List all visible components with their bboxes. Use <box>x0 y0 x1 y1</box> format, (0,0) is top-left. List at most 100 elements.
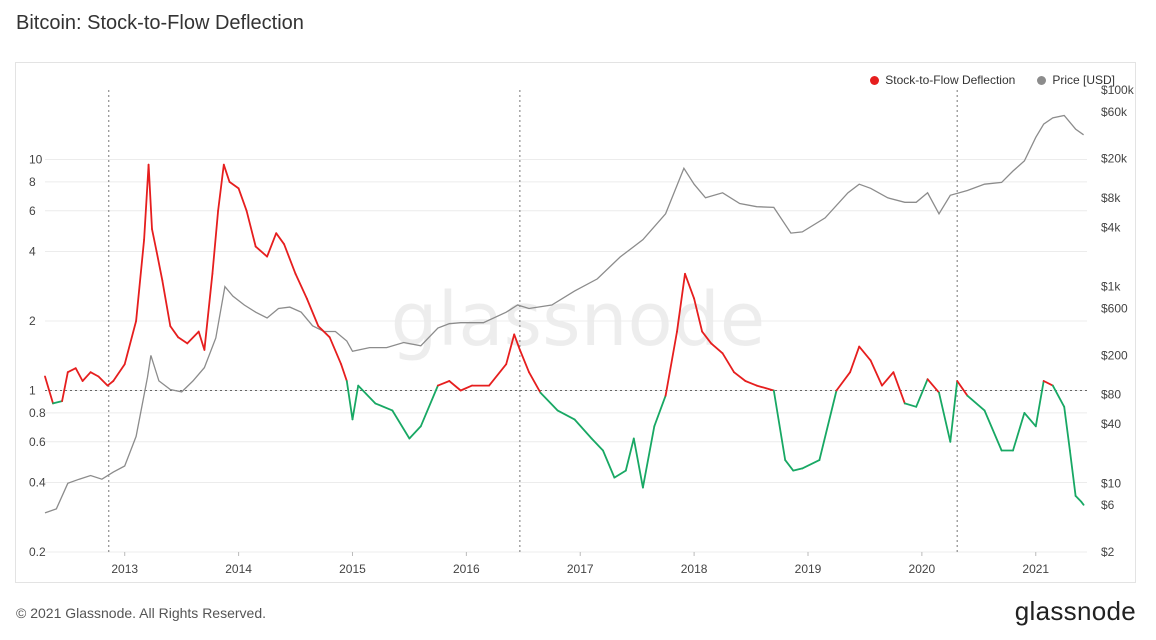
price-line <box>44 114 1084 514</box>
page-title: Bitcoin: Stock-to-Flow Deflection <box>16 12 304 34</box>
x-tick-8: 2021 <box>1022 562 1049 576</box>
deflection-segment-86 <box>926 378 940 394</box>
deflection-segment-46 <box>459 384 473 392</box>
deflection-segment-77 <box>818 389 838 462</box>
deflection-segment-75 <box>792 467 804 472</box>
deflection-segment-87 <box>938 391 952 443</box>
deflection-segment-72 <box>755 384 775 392</box>
deflection-segment-88 <box>949 380 959 443</box>
x-tick-7: 2020 <box>909 562 936 576</box>
deflection-segment-56 <box>590 437 604 452</box>
y-right-tick-7: $200 <box>1101 348 1128 362</box>
deflection-segment-58 <box>613 469 627 479</box>
deflection-segment-45 <box>448 380 462 392</box>
deflection-segment-83 <box>892 371 906 405</box>
deflection-segment-31 <box>283 243 297 275</box>
deflection-segment-57 <box>602 449 616 479</box>
deflection-segment-85 <box>915 378 929 408</box>
deflection-segment-9 <box>112 363 126 382</box>
deflection-segment-51 <box>519 348 530 374</box>
copyright-text: © 2021 Glassnode. All Rights Reserved. <box>16 605 267 621</box>
x-tick-3: 2016 <box>453 562 480 576</box>
deflection-segment-30 <box>275 232 286 246</box>
deflection-segment-81 <box>869 359 883 387</box>
deflection-segment-84 <box>903 402 918 408</box>
y-left-tick-7: 0.6 <box>29 435 46 449</box>
deflection-segment-59 <box>624 437 635 472</box>
y-right-tick-2: $20k <box>1101 152 1128 166</box>
deflection-segment-43 <box>419 384 439 428</box>
y-right-tick-1: $60k <box>1101 105 1128 119</box>
watermark-text: glassnode <box>391 277 766 363</box>
deflection-segment-21 <box>203 272 214 351</box>
x-tick-6: 2019 <box>795 562 822 576</box>
deflection-segment-37 <box>345 380 354 421</box>
deflection-segment-90 <box>966 394 986 412</box>
deflection-segment-94 <box>1023 411 1037 428</box>
chart-legend: Stock-to-Flow Deflection Price [USD] <box>870 73 1115 87</box>
deflection-segment-4 <box>74 367 84 382</box>
deflection-segment-36 <box>340 363 348 382</box>
deflection-segment-63 <box>664 330 678 397</box>
deflection-segment-13 <box>147 163 153 231</box>
y-left-tick-9: 0.2 <box>29 545 46 559</box>
deflection-segment-70 <box>733 371 747 382</box>
deflection-segment-6 <box>89 371 100 378</box>
deflection-segment-16 <box>161 279 172 328</box>
deflection-segment-66 <box>693 297 703 333</box>
x-tick-2: 2015 <box>339 562 366 576</box>
legend-dot-price <box>1037 75 1047 85</box>
legend-item-price[interactable]: Price [USD] <box>1037 73 1115 87</box>
deflection-segment-67 <box>701 330 713 345</box>
deflection-segment-11 <box>135 238 146 322</box>
deflection-segment-61 <box>642 425 656 489</box>
y-right-tick-11: $6 <box>1101 498 1115 512</box>
deflection-segment-95 <box>1034 380 1045 428</box>
deflection-segment-35 <box>328 336 343 366</box>
deflection-segment-48 <box>488 363 508 387</box>
deflection-segment-38 <box>351 384 360 421</box>
deflection-segment-74 <box>784 459 795 472</box>
deflection-segment-89 <box>956 380 969 397</box>
deflection-segment-76 <box>801 459 821 470</box>
brand-logo: glassnode <box>1014 596 1136 626</box>
deflection-segment-50 <box>513 333 521 351</box>
deflection-segment-71 <box>744 380 758 387</box>
deflection-segment-96 <box>1042 380 1054 387</box>
deflection-segment-54 <box>556 409 576 421</box>
deflection-segment-101 <box>1080 500 1085 506</box>
y-right-tick-8: $80 <box>1101 387 1121 401</box>
y-right-tick-12: $2 <box>1101 545 1115 559</box>
deflection-segment-0 <box>44 375 54 405</box>
deflection-segment-93 <box>1012 411 1026 452</box>
deflection-segment-82 <box>881 371 895 387</box>
x-tick-1: 2014 <box>225 562 252 576</box>
legend-label-price: Price [USD] <box>1052 73 1115 87</box>
legend-dot-deflection <box>870 75 880 85</box>
deflection-segment-98 <box>1063 405 1071 452</box>
deflection-segment-15 <box>155 250 164 282</box>
deflection-segment-44 <box>436 380 451 387</box>
legend-item-deflection[interactable]: Stock-to-Flow Deflection <box>870 73 1015 87</box>
deflection-segment-79 <box>849 345 861 374</box>
y-right-tick-9: $40 <box>1101 417 1121 431</box>
y-left-tick-6: 0.8 <box>29 406 46 420</box>
y-left-tick-4: 2 <box>29 314 36 328</box>
deflection-segment-28 <box>254 245 269 258</box>
deflection-segment-78 <box>835 371 851 392</box>
deflection-segment-26 <box>237 187 248 212</box>
deflection-segment-80 <box>858 345 872 362</box>
deflection-segment-65 <box>684 272 695 300</box>
deflection-segment-25 <box>228 180 240 190</box>
deflection-segment-22 <box>211 209 220 275</box>
y-right-tick-3: $8k <box>1101 191 1121 205</box>
y-right-tick-5: $1k <box>1101 280 1121 294</box>
deflection-segment-3 <box>66 367 77 374</box>
deflection-segment-34 <box>317 325 331 339</box>
deflection-segment-18 <box>177 336 189 345</box>
chart-panel: Stock-to-Flow Deflection Price [USD] <box>15 62 1136 583</box>
deflection-segment-69 <box>721 352 735 374</box>
deflection-segment-97 <box>1051 384 1066 408</box>
deflection-segment-60 <box>632 437 644 489</box>
x-tick-4: 2017 <box>567 562 594 576</box>
